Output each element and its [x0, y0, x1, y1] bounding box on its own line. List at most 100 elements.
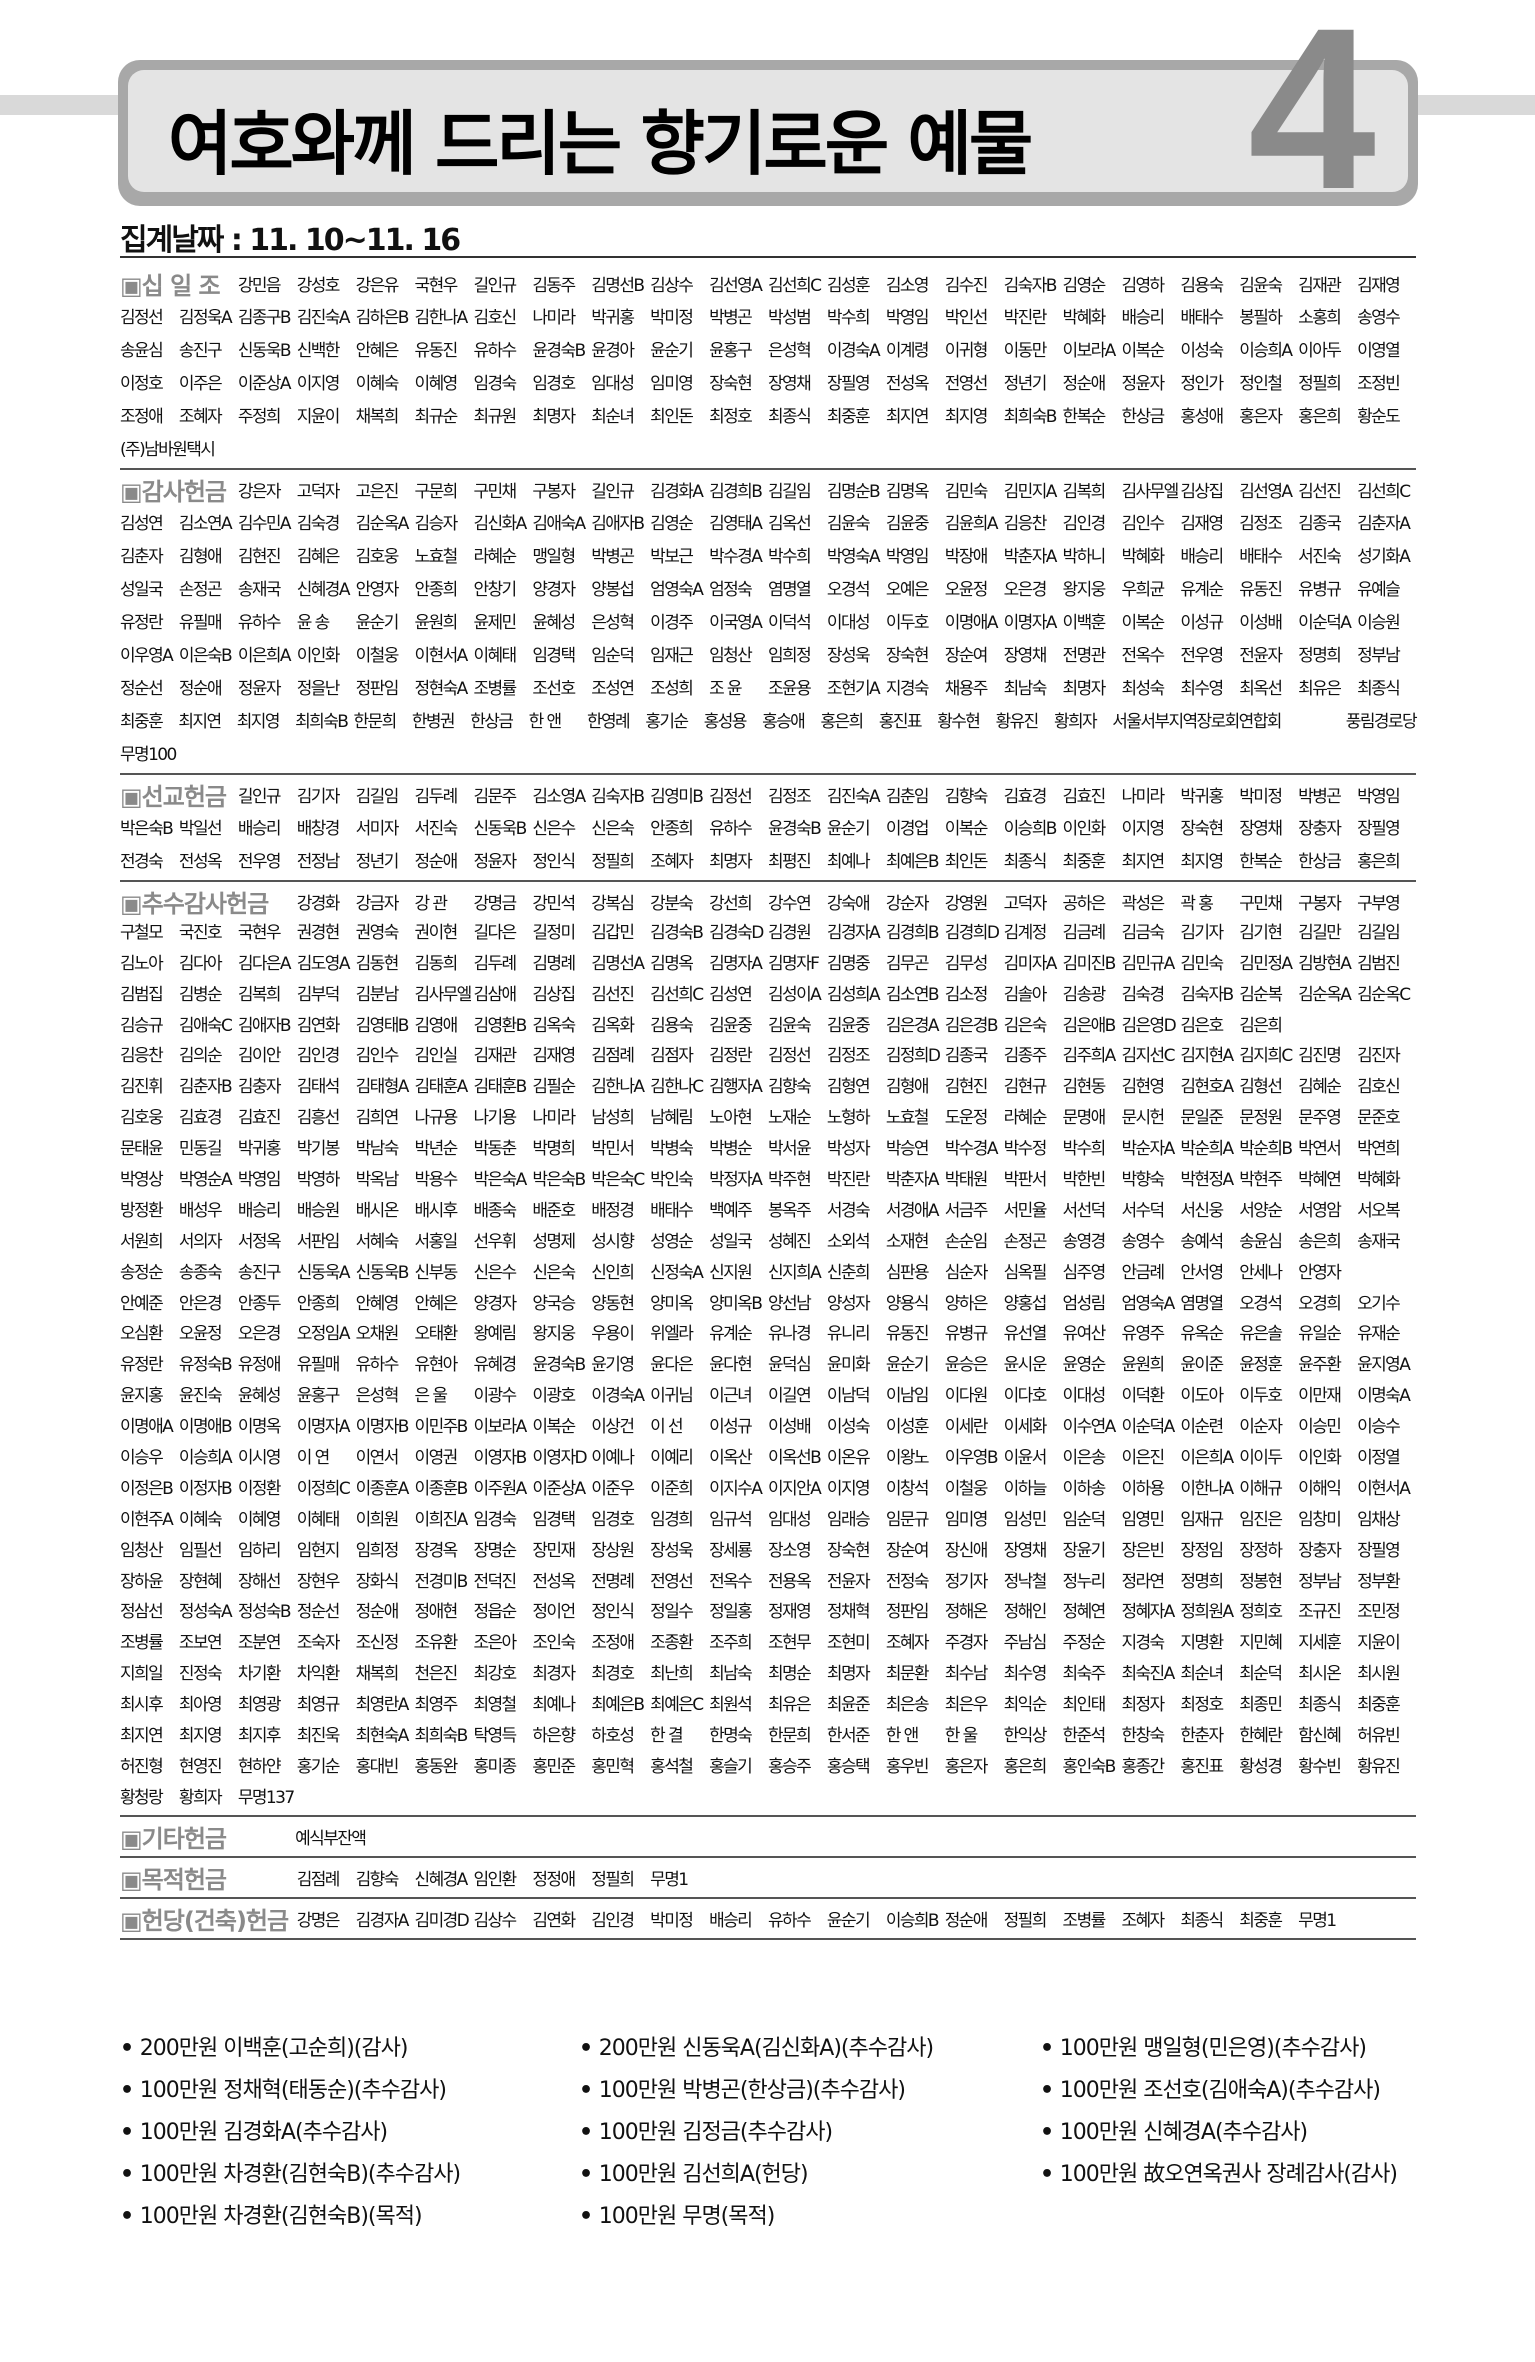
- donor-name: 김소정: [944, 984, 989, 1005]
- donor-name: 김상집: [1180, 482, 1224, 502]
- donor-name: 김민숙: [1180, 953, 1224, 974]
- donor-name: 이명자A: [1003, 613, 1058, 633]
- donor-name: 허유빈: [1357, 1725, 1401, 1746]
- donor-name: 정년기: [1003, 374, 1048, 394]
- donor-name: 김순옥A: [355, 514, 410, 534]
- name-row: ▣추수감사헌금 강경화 강금자 강 관 강명금 강민석 강복심 강분숙 강선희 강수연 강숙애 강순자…: [120, 884, 1416, 918]
- donor-name: 김순옥C: [1357, 984, 1411, 1005]
- donor-name: 김명선B: [591, 276, 645, 296]
- donor-name: 김민정A: [1239, 953, 1293, 974]
- donor-name: 이왕노: [885, 1447, 930, 1468]
- donor-name: 조현기A: [826, 679, 881, 699]
- donor-name: 이영권: [414, 1447, 459, 1468]
- donor-name: 송진구: [178, 341, 223, 361]
- donor-name: 박수희: [1062, 1139, 1107, 1160]
- donor-name: 유정란: [120, 1355, 164, 1376]
- donor-name: 전덕진: [473, 1571, 517, 1592]
- donor-name: 이 선: [650, 1417, 683, 1438]
- donor-name: 박영숙A: [826, 547, 881, 567]
- donor-name: 이명애A: [944, 613, 999, 633]
- donor-name: 이순덕A: [1298, 613, 1352, 633]
- donor-name: 구문희: [414, 482, 459, 502]
- donor-name: 최문환: [885, 1664, 930, 1685]
- section-gamsa: ▣감사헌금 강은자 고덕자 고은진 구문희 구민채 구봉자 길인규 김경화A 김경희B 김길임 김명순…: [120, 470, 1418, 775]
- donor-name: 김범집: [120, 984, 164, 1005]
- donor-name: 조혜자: [650, 852, 694, 872]
- donor-name: 송윤심: [120, 341, 164, 361]
- donor-name: 하은향: [532, 1725, 576, 1746]
- donor-name: 김기자: [296, 787, 341, 807]
- donor-name: 양미옥: [650, 1293, 694, 1314]
- donor-name: 김재관: [473, 1046, 517, 1067]
- donor-name: 서경숙: [826, 1200, 871, 1221]
- donor-name: 김무성: [944, 953, 989, 974]
- name-row: 조병률 조보연 조분연 조숙자 조신정 조유환 조은아 조인숙 조정애 조종환 조주희 조현무 조현미 조…: [120, 1625, 1416, 1656]
- donor-name: 박미정: [1239, 787, 1283, 807]
- donor-name: 안서영: [1180, 1262, 1224, 1283]
- donor-name: 윤홍구: [296, 1386, 341, 1407]
- donor-name: 이복순: [1121, 613, 1165, 633]
- donor-name: 김선진: [591, 984, 635, 1005]
- donor-name: 김미진B: [1062, 953, 1117, 974]
- donor-name: 차익환: [296, 1664, 341, 1685]
- donor-name: 김미자A: [1003, 953, 1058, 974]
- donor-name: 나기용: [473, 1108, 517, 1129]
- donor-name: 김민숙: [944, 482, 989, 502]
- donor-name: 박영순A: [178, 1169, 233, 1190]
- donor-name: 임희정: [355, 1540, 400, 1561]
- donor-name: 최중훈: [1239, 1910, 1283, 1931]
- donor-name: 조현무: [768, 1633, 812, 1654]
- donor-name: 조혜자: [178, 407, 223, 427]
- donor-name: 황수현: [937, 712, 981, 732]
- donor-name: 김수진: [944, 276, 989, 296]
- donor-name: 서금주: [944, 1200, 989, 1221]
- donor-name: 김정선: [709, 787, 753, 807]
- donor-name: 정판임: [885, 1602, 930, 1623]
- donor-name: 홍은희: [1003, 1756, 1048, 1777]
- donor-name: 홍민준: [532, 1756, 576, 1777]
- donor-name: 최명자: [532, 407, 576, 427]
- donor-name: 안예준: [120, 1293, 164, 1314]
- donor-name: 박민서: [591, 1139, 635, 1160]
- donor-name: 박미정: [650, 1910, 694, 1931]
- donor-name: 강성호: [296, 276, 341, 296]
- donor-name: 장영채: [1003, 1540, 1048, 1561]
- donor-name: 최유은: [768, 1695, 812, 1716]
- donor-name: 배승원: [296, 1200, 341, 1221]
- donor-name: 이아두: [1298, 341, 1342, 361]
- donor-name: 무명137: [237, 1787, 295, 1808]
- donor-name: 김형애: [178, 547, 223, 567]
- special-offering-item: 100만원 신혜경A(추수감사): [1040, 2114, 1420, 2145]
- donor-name: 신동욱B: [237, 341, 292, 361]
- donor-name: 소홍희: [1298, 308, 1342, 328]
- donor-name: 이동만: [1003, 341, 1048, 361]
- donor-name: 심옥필: [1003, 1262, 1048, 1283]
- donor-name: 이희진A: [414, 1509, 469, 1530]
- donor-name: 양하은: [944, 1293, 989, 1314]
- name-row: 장하윤 장현혜 장해선 장현우 장화식 전경미B 전덕진 전성옥 전명례 전영선 전옥수 전용옥 전윤자…: [120, 1564, 1416, 1595]
- name-row: ▣십 일 조 강민음 강성호 강은유 국현우 길인규 김동주 김명선B 김상수 김선영A 김선희C 김…: [120, 266, 1416, 300]
- donor-name: 라혜순: [1003, 1108, 1048, 1129]
- donor-name: 김효경: [178, 1108, 223, 1129]
- donor-name: 강영원: [944, 894, 989, 914]
- donor-name: 유나경: [768, 1324, 812, 1345]
- donor-name: 윤영순: [1062, 1355, 1107, 1376]
- donor-name: 김분남: [355, 984, 400, 1005]
- donor-name: 양미옥B: [709, 1293, 763, 1314]
- donor-name: 김종국: [944, 1046, 989, 1067]
- donor-name: 배태수: [1180, 308, 1224, 328]
- donor-name: 라혜순: [473, 547, 517, 567]
- donor-name: 황희자: [178, 1787, 223, 1808]
- donor-name: 최시온: [1298, 1664, 1342, 1685]
- donor-name: 이정자B: [178, 1478, 233, 1499]
- donor-name: 박수희: [826, 308, 871, 328]
- donor-name: 장필영: [1357, 1540, 1401, 1561]
- donor-name: 유정숙B: [178, 1355, 233, 1376]
- donor-name: 이하송: [1062, 1478, 1107, 1499]
- donor-name: 이명애B: [178, 1417, 233, 1438]
- donor-name: 강순자: [885, 894, 930, 914]
- donor-name: 김은경A: [885, 1015, 940, 1036]
- donor-name: 정삼선: [120, 1602, 164, 1623]
- section-sipilio: ▣십 일 조 강민음 강성호 강은유 국현우 길인규 김동주 김명선B 김상수 김선영A 김선희C 김…: [120, 264, 1416, 470]
- name-row: 김정선 김정욱A 김종구B 김진숙A 김하은B 김한나A 김호신 나미라 박귀홍 박미정 박병곤 박성…: [120, 299, 1416, 332]
